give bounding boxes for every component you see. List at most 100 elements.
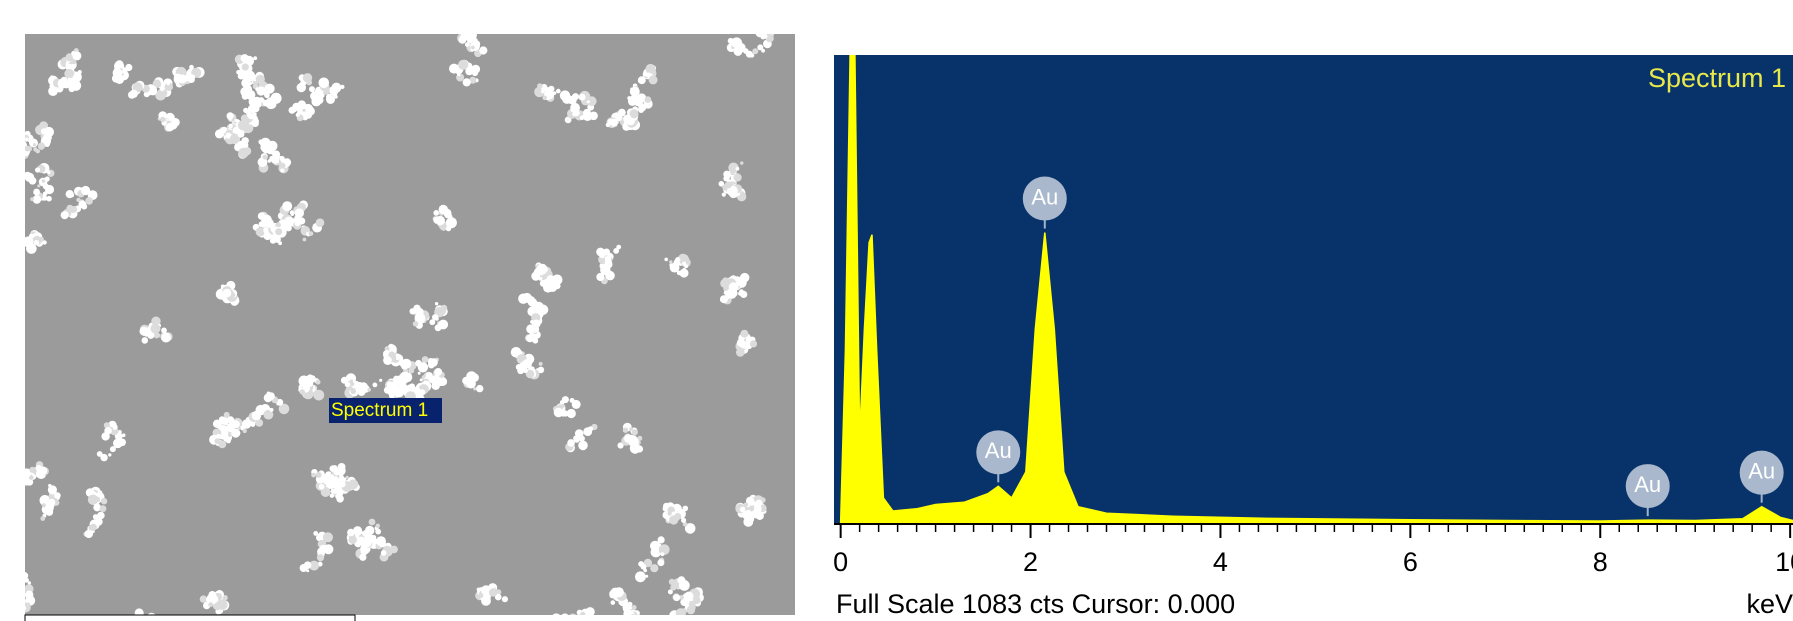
particle xyxy=(151,316,161,326)
particle xyxy=(667,617,671,621)
particle xyxy=(303,380,311,389)
particle xyxy=(269,407,274,412)
particle xyxy=(247,104,257,114)
particle xyxy=(226,416,235,425)
particle xyxy=(463,9,470,16)
particle xyxy=(317,547,326,556)
particle xyxy=(278,403,290,415)
particle xyxy=(561,404,565,408)
particle xyxy=(226,438,231,444)
particle xyxy=(97,511,105,520)
particle xyxy=(231,118,235,122)
particle xyxy=(345,475,349,479)
particle xyxy=(743,517,754,527)
particle xyxy=(158,111,167,120)
particle xyxy=(684,264,689,269)
particle xyxy=(378,540,386,548)
particle xyxy=(774,20,781,27)
particle xyxy=(41,179,46,183)
particle xyxy=(421,356,429,363)
particle xyxy=(419,378,423,382)
particle xyxy=(322,475,333,485)
particle xyxy=(157,88,168,99)
particle xyxy=(539,279,547,287)
particle xyxy=(572,614,577,615)
particle xyxy=(731,37,740,46)
particle xyxy=(752,48,759,55)
particle xyxy=(609,118,618,127)
particle xyxy=(329,493,335,498)
image-label: Spectrum 1 xyxy=(331,400,428,421)
particle xyxy=(222,595,228,601)
particle xyxy=(350,388,356,394)
particle xyxy=(469,5,474,10)
particle xyxy=(630,614,635,615)
particle xyxy=(413,304,421,312)
particle xyxy=(554,282,561,290)
particle xyxy=(166,81,170,86)
particle xyxy=(552,613,561,615)
particle xyxy=(613,248,619,254)
particle xyxy=(35,167,41,173)
particle xyxy=(578,440,588,451)
particle xyxy=(553,407,564,418)
particle xyxy=(588,426,594,432)
particle xyxy=(258,139,264,145)
particle xyxy=(292,108,297,113)
particle xyxy=(7,609,14,616)
annotation-label: Au xyxy=(1634,472,1661,497)
particle xyxy=(275,222,281,228)
particle xyxy=(262,154,268,160)
particle xyxy=(279,162,286,169)
particle xyxy=(538,361,543,366)
particle xyxy=(761,48,765,53)
particle xyxy=(471,64,481,74)
particle xyxy=(604,255,611,262)
particle xyxy=(264,218,274,228)
particle xyxy=(718,181,725,187)
particle xyxy=(40,516,46,521)
particle xyxy=(567,439,575,447)
particle xyxy=(70,193,75,198)
particle xyxy=(469,76,477,84)
particle xyxy=(214,438,221,444)
particle xyxy=(245,90,256,100)
particle xyxy=(766,27,772,33)
particle xyxy=(676,270,682,276)
particle xyxy=(269,150,275,155)
particle xyxy=(643,558,653,568)
image-label-box xyxy=(329,398,442,423)
particle xyxy=(241,142,245,146)
particle xyxy=(208,602,214,608)
particle xyxy=(218,416,226,423)
particle xyxy=(320,487,331,497)
particle xyxy=(161,327,167,334)
particle xyxy=(125,63,133,72)
particle xyxy=(15,153,24,162)
particle xyxy=(679,595,684,600)
particle xyxy=(275,228,283,236)
particle xyxy=(40,128,48,135)
sem-image xyxy=(25,34,795,615)
particle xyxy=(638,107,644,113)
particle xyxy=(559,90,571,101)
particle xyxy=(26,243,37,254)
particle xyxy=(476,0,481,2)
particle xyxy=(322,532,333,543)
particle xyxy=(622,427,629,433)
particle xyxy=(215,608,221,615)
particle xyxy=(16,148,23,155)
particle xyxy=(633,98,638,103)
particle xyxy=(313,391,321,399)
particle xyxy=(566,616,572,621)
particle xyxy=(682,261,687,266)
particle xyxy=(312,91,317,96)
particle xyxy=(280,168,285,173)
particle xyxy=(471,45,475,50)
particle xyxy=(141,337,149,344)
particle xyxy=(721,192,726,197)
particle xyxy=(42,191,48,197)
particle xyxy=(532,337,539,344)
particle xyxy=(36,191,40,196)
particle xyxy=(88,524,95,531)
